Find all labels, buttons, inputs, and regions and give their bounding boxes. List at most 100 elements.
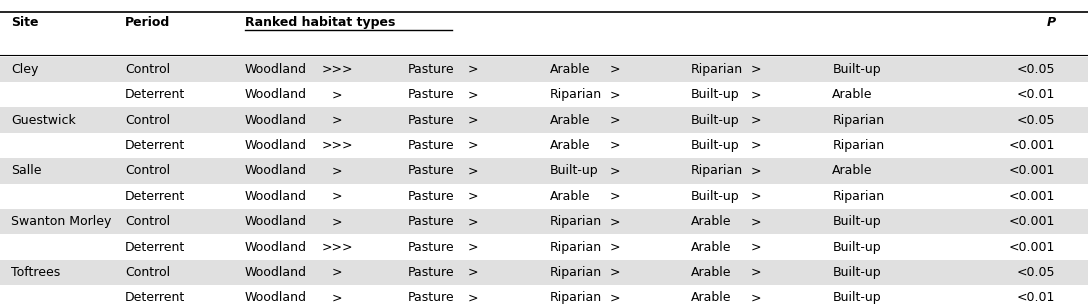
- Text: >: >: [609, 215, 620, 228]
- Text: <0.001: <0.001: [1009, 139, 1055, 152]
- Text: <0.05: <0.05: [1017, 266, 1055, 279]
- Text: >: >: [468, 215, 479, 228]
- Text: >>>: >>>: [322, 63, 353, 76]
- Text: Control: Control: [125, 63, 170, 76]
- Text: Woodland: Woodland: [245, 190, 307, 203]
- Text: >: >: [468, 164, 479, 177]
- Text: >: >: [468, 291, 479, 304]
- Text: Woodland: Woodland: [245, 88, 307, 101]
- Text: >: >: [468, 63, 479, 76]
- Text: Control: Control: [125, 215, 170, 228]
- Text: >: >: [609, 114, 620, 127]
- Text: Built-up: Built-up: [832, 215, 881, 228]
- Text: Ranked habitat types: Ranked habitat types: [245, 17, 395, 29]
- Text: >: >: [468, 266, 479, 279]
- Text: Riparian: Riparian: [832, 139, 885, 152]
- Text: Guestwick: Guestwick: [11, 114, 76, 127]
- Text: >: >: [751, 190, 762, 203]
- Text: Pasture: Pasture: [408, 114, 455, 127]
- Text: Arable: Arable: [549, 63, 590, 76]
- Text: >: >: [332, 164, 343, 177]
- Text: >: >: [751, 266, 762, 279]
- Text: Arable: Arable: [549, 139, 590, 152]
- Text: Built-up: Built-up: [691, 139, 740, 152]
- Text: Arable: Arable: [691, 215, 731, 228]
- Text: Pasture: Pasture: [408, 190, 455, 203]
- Text: >: >: [609, 266, 620, 279]
- Text: Pasture: Pasture: [408, 88, 455, 101]
- Text: <0.001: <0.001: [1009, 190, 1055, 203]
- Text: Toftrees: Toftrees: [11, 266, 60, 279]
- Text: Salle: Salle: [11, 164, 41, 177]
- Text: >: >: [332, 266, 343, 279]
- Text: >: >: [751, 291, 762, 304]
- Text: Site: Site: [11, 17, 38, 29]
- Text: >: >: [468, 139, 479, 152]
- Text: >: >: [609, 88, 620, 101]
- Text: <0.01: <0.01: [1017, 291, 1055, 304]
- Text: Pasture: Pasture: [408, 63, 455, 76]
- Text: Woodland: Woodland: [245, 266, 307, 279]
- Text: Control: Control: [125, 114, 170, 127]
- Text: >: >: [332, 215, 343, 228]
- Text: >: >: [332, 88, 343, 101]
- Text: Riparian: Riparian: [832, 114, 885, 127]
- Text: Control: Control: [125, 266, 170, 279]
- Text: Built-up: Built-up: [691, 88, 740, 101]
- Text: >: >: [751, 63, 762, 76]
- Text: >>>: >>>: [322, 241, 353, 254]
- Bar: [0, 260, 1088, 285]
- Bar: [0, 57, 1088, 82]
- Text: >: >: [609, 190, 620, 203]
- Text: Riparian: Riparian: [549, 88, 602, 101]
- Text: Built-up: Built-up: [832, 266, 881, 279]
- Text: Pasture: Pasture: [408, 215, 455, 228]
- Text: Deterrent: Deterrent: [125, 190, 185, 203]
- Text: <0.001: <0.001: [1009, 164, 1055, 177]
- Text: Pasture: Pasture: [408, 139, 455, 152]
- Text: Woodland: Woodland: [245, 63, 307, 76]
- Text: P: P: [1047, 17, 1055, 29]
- Text: <0.001: <0.001: [1009, 215, 1055, 228]
- Text: Arable: Arable: [549, 114, 590, 127]
- Bar: [0, 107, 1088, 133]
- Text: >: >: [468, 114, 479, 127]
- Text: Pasture: Pasture: [408, 164, 455, 177]
- Text: >: >: [468, 88, 479, 101]
- Text: Woodland: Woodland: [245, 241, 307, 254]
- Text: Woodland: Woodland: [245, 215, 307, 228]
- Text: Cley: Cley: [11, 63, 38, 76]
- Text: Arable: Arable: [691, 291, 731, 304]
- Text: Riparian: Riparian: [832, 190, 885, 203]
- Bar: [0, 209, 1088, 234]
- Text: Deterrent: Deterrent: [125, 88, 185, 101]
- Text: >: >: [609, 63, 620, 76]
- Text: Deterrent: Deterrent: [125, 291, 185, 304]
- Bar: [0, 158, 1088, 184]
- Text: >>>: >>>: [322, 139, 353, 152]
- Text: >: >: [751, 215, 762, 228]
- Text: <0.05: <0.05: [1017, 114, 1055, 127]
- Text: Riparian: Riparian: [549, 266, 602, 279]
- Text: Arable: Arable: [832, 88, 873, 101]
- Text: >: >: [751, 114, 762, 127]
- Text: >: >: [332, 114, 343, 127]
- Text: Built-up: Built-up: [832, 291, 881, 304]
- Text: Arable: Arable: [549, 190, 590, 203]
- Text: Control: Control: [125, 164, 170, 177]
- Text: <0.01: <0.01: [1017, 88, 1055, 101]
- Text: >: >: [751, 164, 762, 177]
- Text: Pasture: Pasture: [408, 241, 455, 254]
- Text: Deterrent: Deterrent: [125, 241, 185, 254]
- Text: <0.05: <0.05: [1017, 63, 1055, 76]
- Text: Arable: Arable: [691, 241, 731, 254]
- Text: Pasture: Pasture: [408, 291, 455, 304]
- Text: Pasture: Pasture: [408, 266, 455, 279]
- Text: Swanton Morley: Swanton Morley: [11, 215, 111, 228]
- Text: >: >: [609, 241, 620, 254]
- Text: Deterrent: Deterrent: [125, 139, 185, 152]
- Text: Riparian: Riparian: [549, 215, 602, 228]
- Text: >: >: [751, 241, 762, 254]
- Text: Woodland: Woodland: [245, 164, 307, 177]
- Text: >: >: [751, 88, 762, 101]
